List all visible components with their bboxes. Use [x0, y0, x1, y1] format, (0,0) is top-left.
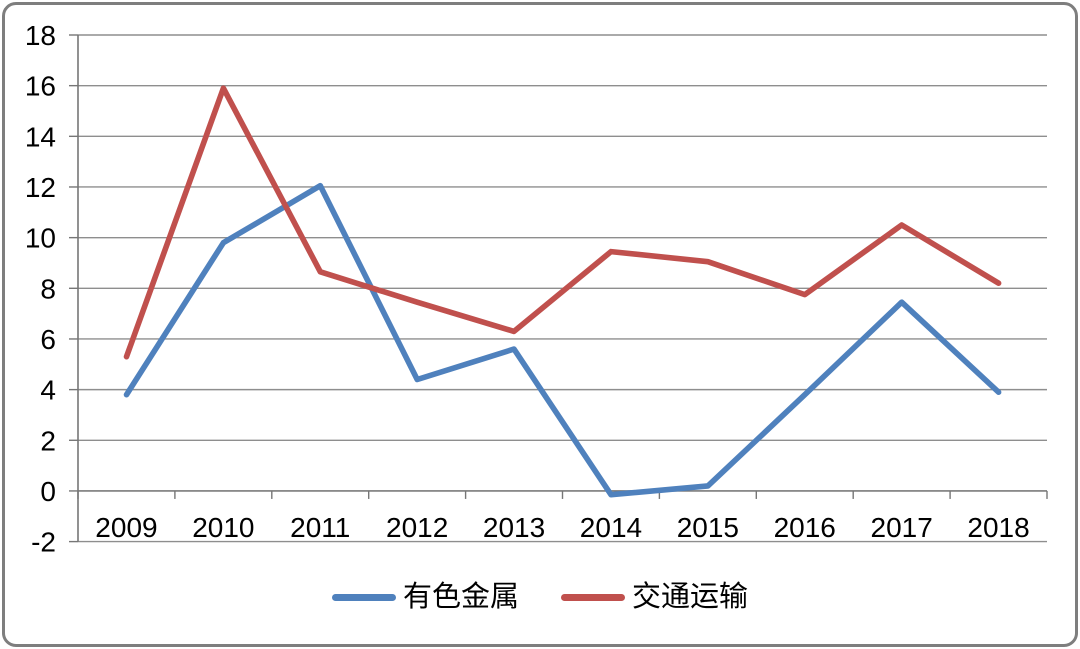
y-tick-label: 6: [40, 324, 56, 355]
y-tick-label: 0: [40, 476, 56, 507]
x-tick-label: 2013: [483, 512, 545, 543]
x-tick-label: 2017: [871, 512, 933, 543]
y-tick-label: 10: [25, 223, 56, 254]
x-tick-label: 2014: [580, 512, 642, 543]
x-tick-label: 2010: [192, 512, 254, 543]
legend-line-swatch-red-icon: [561, 594, 625, 601]
y-tick-label: 4: [40, 375, 56, 406]
x-tick-label: 2011: [290, 512, 350, 543]
y-tick-label: 18: [25, 20, 56, 51]
series-line-0: [123, 182, 1002, 498]
legend-item-nonferrous-metals: 有色金属: [331, 581, 519, 613]
legend-line-swatch-blue-icon: [331, 594, 396, 601]
legend-label: 有色金属: [402, 581, 519, 613]
y-tick-label: 12: [25, 172, 56, 203]
x-tick-label: 2012: [386, 512, 448, 543]
x-tick-label: 2018: [967, 512, 1029, 543]
legend-item-transportation: 交通运输: [561, 583, 748, 612]
legend: 有色金属 交通运输: [0, 583, 1080, 612]
x-tick-label: 2009: [95, 512, 157, 543]
y-tick-label: 8: [40, 273, 56, 304]
y-tick-label: -2: [31, 527, 56, 558]
y-tick-label: 2: [40, 425, 56, 456]
x-tick-label: 2015: [677, 512, 739, 543]
x-tick-label: 2016: [774, 512, 836, 543]
y-tick-label: 14: [25, 121, 56, 152]
series-line-1: [123, 85, 1002, 360]
y-tick-label: 16: [25, 71, 56, 102]
legend-label: 交通运输: [632, 581, 749, 613]
